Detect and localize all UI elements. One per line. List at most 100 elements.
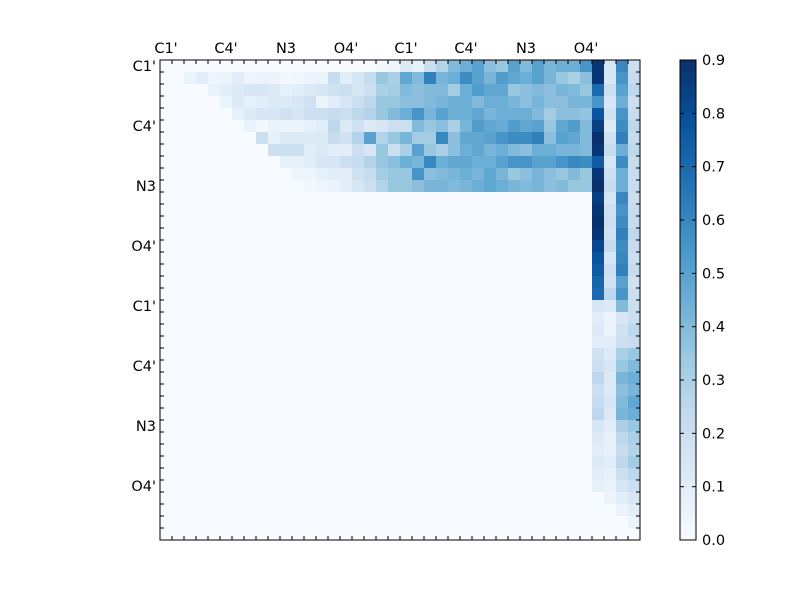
heatmap-cell (388, 96, 401, 109)
x-tick-label: C1' (394, 41, 417, 57)
heatmap-cell (340, 372, 353, 385)
heatmap-cell (280, 132, 293, 145)
heatmap-cell (364, 396, 377, 409)
heatmap-cell (436, 156, 449, 169)
heatmap-cell (328, 84, 341, 97)
heatmap-cell (460, 348, 473, 361)
heatmap-cell (232, 84, 245, 97)
heatmap-cell (328, 252, 341, 265)
heatmap-cell (292, 108, 305, 121)
heatmap-cell (208, 504, 221, 517)
heatmap-cell (376, 168, 389, 181)
heatmap-cell (532, 132, 545, 145)
heatmap-cell (424, 408, 437, 421)
heatmap-cell (568, 372, 581, 385)
heatmap-cell (604, 108, 617, 121)
heatmap-cell (520, 456, 533, 469)
heatmap-cell (580, 180, 593, 193)
heatmap-cell (208, 180, 221, 193)
heatmap-cell (340, 324, 353, 337)
heatmap-cell (436, 360, 449, 373)
heatmap-cell (364, 120, 377, 133)
heatmap-cell (232, 432, 245, 445)
heatmap-cell (280, 72, 293, 85)
heatmap-cell (472, 156, 485, 169)
heatmap-cell (412, 396, 425, 409)
heatmap-cell (544, 336, 557, 349)
heatmap-cell (256, 348, 269, 361)
heatmap-cell (556, 216, 569, 229)
heatmap-cell (448, 504, 461, 517)
heatmap-cell (292, 252, 305, 265)
heatmap-cell (460, 336, 473, 349)
heatmap-cell (460, 192, 473, 205)
heatmap-cell (628, 444, 641, 457)
heatmap-cell (196, 480, 209, 493)
heatmap-cell (244, 168, 257, 181)
heatmap-cell (244, 240, 257, 253)
heatmap-cell (628, 144, 641, 157)
heatmap-cell (160, 288, 173, 301)
heatmap-cell (196, 444, 209, 457)
heatmap-cell (340, 144, 353, 157)
heatmap-cell (400, 144, 413, 157)
heatmap-cell (556, 84, 569, 97)
heatmap-cell (352, 120, 365, 133)
heatmap-cells (160, 60, 641, 541)
heatmap-cell (616, 228, 629, 241)
heatmap-cell (604, 516, 617, 529)
heatmap-cell (412, 336, 425, 349)
heatmap-cell (400, 336, 413, 349)
heatmap-cell (328, 324, 341, 337)
heatmap-cell (400, 132, 413, 145)
heatmap-cell (544, 96, 557, 109)
heatmap-cell (532, 180, 545, 193)
heatmap-cell (160, 420, 173, 433)
heatmap-cell (556, 108, 569, 121)
heatmap-cell (544, 252, 557, 265)
heatmap-cell (304, 336, 317, 349)
heatmap-cell (316, 228, 329, 241)
heatmap-cell (496, 156, 509, 169)
heatmap-cell (532, 480, 545, 493)
heatmap-cell (232, 240, 245, 253)
heatmap-cell (268, 204, 281, 217)
heatmap-cell (604, 192, 617, 205)
heatmap-cell (268, 264, 281, 277)
heatmap-cell (244, 228, 257, 241)
heatmap-cell (316, 408, 329, 421)
heatmap-cell (268, 324, 281, 337)
heatmap-cell (556, 480, 569, 493)
heatmap-cell (304, 384, 317, 397)
heatmap-cell (364, 360, 377, 373)
heatmap-cell (268, 396, 281, 409)
heatmap-cell (208, 372, 221, 385)
heatmap-cell (424, 516, 437, 529)
heatmap-cell (160, 144, 173, 157)
heatmap-cell (568, 180, 581, 193)
heatmap-cell (244, 144, 257, 157)
heatmap-cell (556, 468, 569, 481)
heatmap-cell (496, 204, 509, 217)
heatmap-cell (280, 108, 293, 121)
heatmap-cell (328, 216, 341, 229)
heatmap-cell (568, 84, 581, 97)
heatmap-cell (244, 480, 257, 493)
heatmap-cell (496, 180, 509, 193)
heatmap-cell (532, 72, 545, 85)
heatmap-cell (328, 120, 341, 133)
heatmap-cell (496, 504, 509, 517)
heatmap-cell (256, 456, 269, 469)
heatmap-cell (424, 528, 437, 541)
heatmap-cell (532, 108, 545, 121)
heatmap-cell (340, 528, 353, 541)
heatmap-cell (568, 336, 581, 349)
heatmap-cell (160, 432, 173, 445)
heatmap-cell (280, 120, 293, 133)
heatmap-cell (376, 60, 389, 73)
heatmap-cell (412, 216, 425, 229)
heatmap-cell (412, 300, 425, 313)
heatmap-cell (568, 504, 581, 517)
heatmap-cell (520, 288, 533, 301)
heatmap-cell (460, 372, 473, 385)
